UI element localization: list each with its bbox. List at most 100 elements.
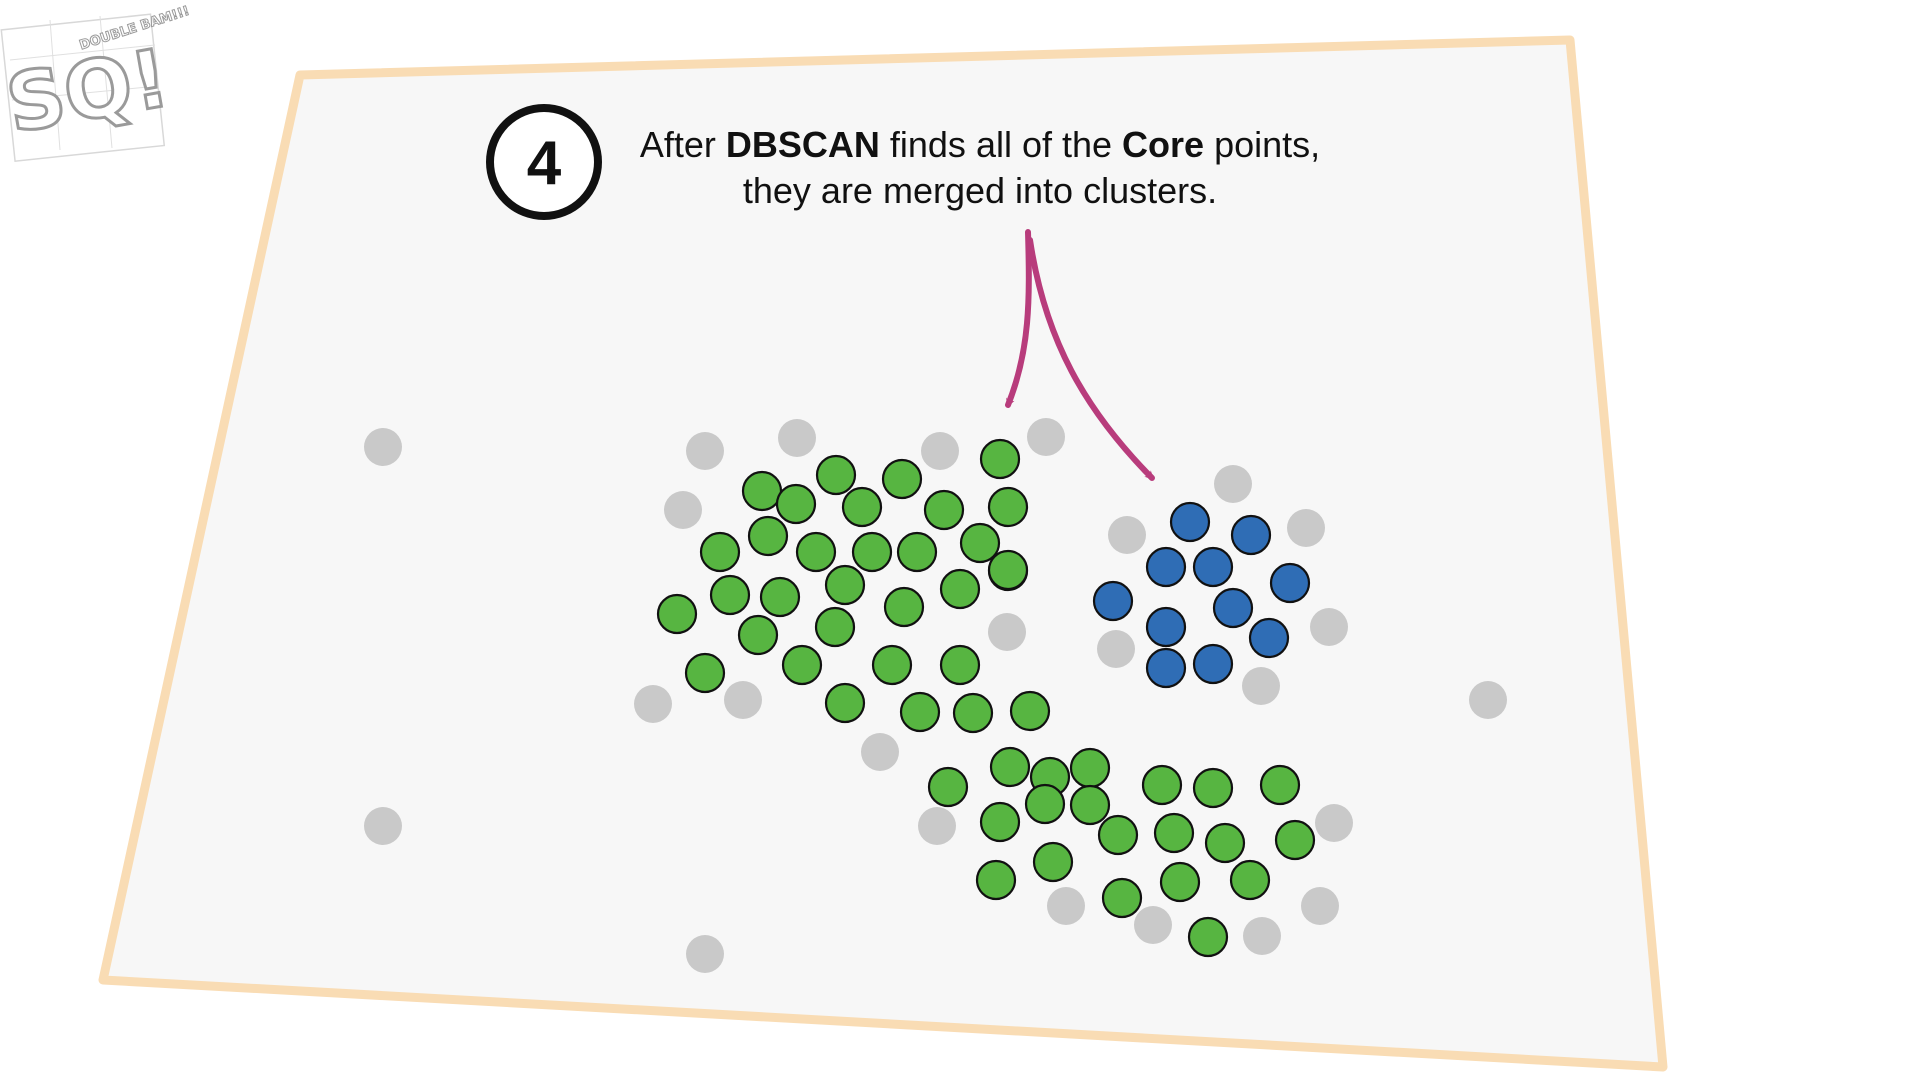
green-cluster-point — [1009, 690, 1051, 732]
blue-cluster-point — [1269, 562, 1311, 604]
step-number: 4 — [527, 129, 562, 198]
noise-point — [988, 613, 1026, 651]
noise-point — [778, 419, 816, 457]
noise-point — [1243, 917, 1281, 955]
caption-bold-core: Core — [1122, 124, 1205, 165]
green-cluster-point — [824, 682, 866, 724]
caption-line-2: they are merged into clusters. — [742, 170, 1218, 211]
blue-cluster-point — [1248, 617, 1290, 659]
noise-point — [1134, 906, 1172, 944]
green-cluster-point — [959, 522, 1001, 564]
green-cluster-point — [815, 454, 857, 496]
noise-point — [634, 685, 672, 723]
green-cluster-point — [1259, 764, 1301, 806]
green-cluster-point — [939, 644, 981, 686]
noise-point — [364, 428, 402, 466]
noise-point — [1097, 630, 1135, 668]
noise-point — [1469, 681, 1507, 719]
green-cluster-point — [781, 644, 823, 686]
green-cluster-point — [841, 486, 883, 528]
green-cluster-point — [1187, 916, 1229, 958]
noise-point — [1214, 465, 1252, 503]
green-cluster-point — [851, 531, 893, 573]
green-cluster-point — [1032, 841, 1074, 883]
green-cluster-point — [684, 652, 726, 694]
noise-point — [1287, 509, 1325, 547]
green-cluster-point — [814, 606, 856, 648]
green-cluster-point — [987, 549, 1029, 591]
green-cluster-point — [1204, 822, 1246, 864]
blue-cluster-point — [1169, 501, 1211, 543]
green-cluster-point — [737, 614, 779, 656]
green-cluster-point — [1159, 861, 1201, 903]
green-cluster-point — [1069, 747, 1111, 789]
green-cluster-point — [939, 568, 981, 610]
blue-cluster-point — [1092, 580, 1134, 622]
blue-cluster-point — [1212, 587, 1254, 629]
green-cluster-point — [899, 691, 941, 733]
green-cluster-point — [979, 801, 1021, 843]
caption-text: points, — [1204, 124, 1321, 165]
blue-cluster-point — [1145, 606, 1187, 648]
green-cluster-point — [747, 515, 789, 557]
step-badge: 4 — [486, 104, 602, 220]
green-cluster-point — [795, 531, 837, 573]
noise-point — [1315, 804, 1353, 842]
arrow-to-green-cluster — [1005, 229, 1032, 408]
blue-cluster-point — [1230, 514, 1272, 556]
green-cluster-point — [881, 458, 923, 500]
green-cluster-point — [975, 859, 1017, 901]
green-cluster-point — [709, 574, 751, 616]
green-cluster-point — [979, 438, 1021, 480]
blue-cluster-point — [1145, 546, 1187, 588]
noise-point — [861, 733, 899, 771]
arrow-to-blue-cluster — [1027, 237, 1155, 481]
noise-point — [724, 681, 762, 719]
noise-point — [1027, 418, 1065, 456]
green-cluster-point — [699, 531, 741, 573]
noise-point — [1108, 516, 1146, 554]
noise-point — [918, 807, 956, 845]
green-cluster-point — [1024, 783, 1066, 825]
caption-text: finds all of the — [879, 124, 1123, 165]
green-cluster-point — [1192, 767, 1234, 809]
green-cluster-point — [883, 586, 925, 628]
green-cluster-point — [656, 593, 698, 635]
green-cluster-point — [1229, 859, 1271, 901]
noise-point — [686, 432, 724, 470]
green-cluster-point — [1097, 814, 1139, 856]
noise-point — [664, 491, 702, 529]
green-cluster-point — [1274, 819, 1316, 861]
green-cluster-point — [1101, 877, 1143, 919]
green-cluster-point — [952, 692, 994, 734]
green-cluster-point — [775, 483, 817, 525]
green-cluster-point — [1141, 764, 1183, 806]
caption-text: After — [639, 124, 726, 165]
green-cluster-point — [1069, 784, 1111, 826]
noise-point — [921, 432, 959, 470]
green-cluster-point — [759, 576, 801, 618]
caption-line-1: After DBSCAN finds all of the Core point… — [600, 122, 1360, 168]
green-cluster-point — [989, 746, 1031, 788]
green-cluster-point — [824, 564, 866, 606]
caption: After DBSCAN finds all of the Core point… — [600, 122, 1360, 214]
green-cluster-point — [741, 470, 783, 512]
green-cluster-point — [987, 486, 1029, 528]
noise-point — [1310, 608, 1348, 646]
green-cluster-point — [1153, 812, 1195, 854]
sq-logo: SQ! DOUBLE BAM!!! — [0, 3, 192, 162]
green-cluster-point — [896, 531, 938, 573]
blue-cluster-point — [1192, 643, 1234, 685]
blue-cluster-point — [1192, 546, 1234, 588]
green-cluster-point — [871, 644, 913, 686]
green-cluster-point — [927, 766, 969, 808]
noise-point — [364, 807, 402, 845]
noise-point — [1242, 667, 1280, 705]
green-cluster-point — [923, 489, 965, 531]
noise-point — [1301, 887, 1339, 925]
noise-point — [686, 935, 724, 973]
points-layer — [364, 418, 1507, 973]
caption-bold-dbscan: DBSCAN — [725, 124, 880, 165]
blue-cluster-point — [1145, 647, 1187, 689]
